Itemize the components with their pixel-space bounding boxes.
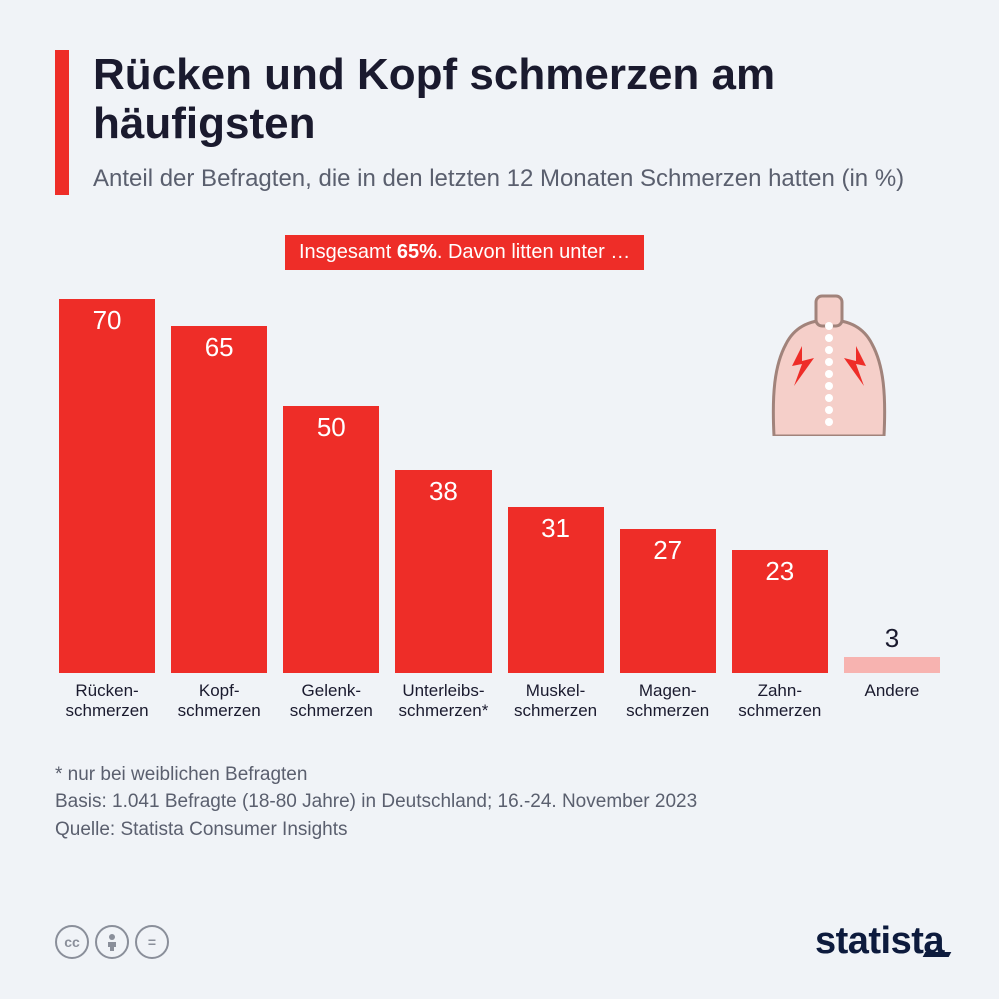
bar-value: 31 — [508, 513, 604, 544]
callout-suffix: . Davon litten unter … — [437, 241, 630, 263]
bar-value: 38 — [395, 476, 491, 507]
bar: 38 — [395, 470, 491, 673]
bar-value: 65 — [171, 332, 267, 363]
bar-column: 70 — [59, 278, 155, 673]
bar-label: Rücken-schmerzen — [59, 681, 155, 722]
nd-icon: = — [135, 925, 169, 959]
title-block: Rücken und Kopf schmerzen am häufigsten … — [93, 50, 944, 195]
bar: 70 — [59, 299, 155, 673]
bar-label: Gelenk-schmerzen — [283, 681, 379, 722]
callout-badge: Insgesamt 65%. Davon litten unter … — [285, 235, 644, 270]
labels-row: Rücken-schmerzen Kopf-schmerzen Gelenk-sch… — [55, 673, 944, 722]
footnotes: * nur bei weiblichen Befragten Basis: 1.… — [55, 761, 944, 844]
bar: 3 — [844, 657, 940, 673]
bar-label: Unterleibs-schmerzen* — [395, 681, 491, 722]
bar: 50 — [283, 406, 379, 673]
bar-value: 3 — [844, 623, 940, 654]
bar-column: 31 — [508, 278, 604, 673]
bar-label: Kopf-schmerzen — [171, 681, 267, 722]
bar-value: 23 — [732, 556, 828, 587]
footnote-source: Quelle: Statista Consumer Insights — [55, 816, 944, 844]
bar-column: 38 — [395, 278, 491, 673]
bar-value: 70 — [59, 305, 155, 336]
bar: 31 — [508, 507, 604, 672]
by-icon — [95, 925, 129, 959]
accent-bar — [55, 50, 69, 195]
cc-icon: cc — [55, 925, 89, 959]
bar-label: Muskel-schmerzen — [508, 681, 604, 722]
cc-icons: cc = — [55, 925, 169, 959]
bar-value: 50 — [283, 412, 379, 443]
bar-label: Magen-schmerzen — [620, 681, 716, 722]
callout-bold: 65% — [397, 241, 437, 263]
bar-column: 27 — [620, 278, 716, 673]
bar-value: 27 — [620, 535, 716, 566]
bar-label: Andere — [844, 681, 940, 722]
chart-subtitle: Anteil der Befragten, die in den letzten… — [93, 163, 944, 195]
bar-label: Zahn-schmerzen — [732, 681, 828, 722]
infographic-container: Rücken und Kopf schmerzen am häufigsten … — [0, 0, 999, 999]
bar: 27 — [620, 529, 716, 673]
chart-area: 70 65 50 38 31 27 23 3 Rücken-schmerzen Kopf-sch… — [55, 278, 944, 733]
footnote-star: * nur bei weiblichen Befragten — [55, 761, 944, 789]
chart-title: Rücken und Kopf schmerzen am häufigsten — [93, 50, 944, 149]
header-block: Rücken und Kopf schmerzen am häufigsten … — [55, 50, 944, 195]
statista-logo: statista — [815, 920, 944, 963]
bar-column: 50 — [283, 278, 379, 673]
bar: 23 — [732, 550, 828, 673]
back-pain-icon — [744, 286, 914, 436]
callout-prefix: Insgesamt — [299, 241, 397, 263]
footer: cc = statista — [55, 920, 944, 963]
footnote-basis: Basis: 1.041 Befragte (18-80 Jahre) in D… — [55, 788, 944, 816]
bar-column: 65 — [171, 278, 267, 673]
bar: 65 — [171, 326, 267, 673]
